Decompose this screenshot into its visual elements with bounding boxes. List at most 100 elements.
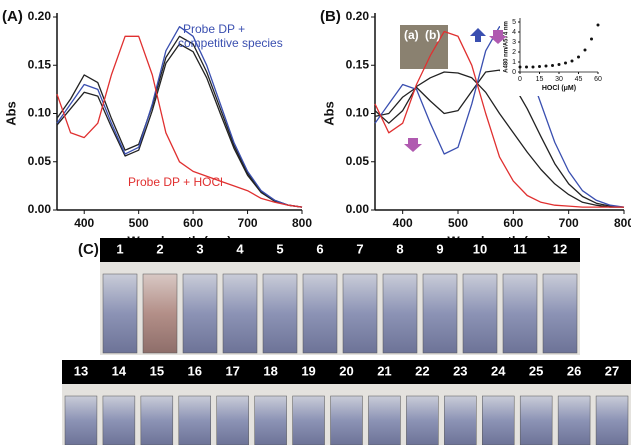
y-tick-label: 0.10 <box>28 106 52 120</box>
vial-number: 22 <box>415 363 429 378</box>
x-tick-label: 700 <box>559 216 579 230</box>
vial <box>292 395 325 445</box>
vial-number: 25 <box>529 363 543 378</box>
vial-number: 16 <box>188 363 202 378</box>
x-tick-label: 45 <box>575 76 583 83</box>
point <box>525 65 528 69</box>
y-tick-label: 0.05 <box>28 154 52 168</box>
vial-number: 11 <box>513 241 527 256</box>
vial-number: 9 <box>436 241 443 256</box>
arrow-down <box>404 138 422 152</box>
vial-number: 2 <box>156 241 163 256</box>
vial <box>462 273 498 354</box>
vial <box>542 273 578 354</box>
panel-label: (C) <box>78 241 99 258</box>
point <box>596 23 600 27</box>
y-tick-label: 0.10 <box>346 106 370 120</box>
annotation: Probe DP + <box>183 22 245 36</box>
vial <box>302 273 338 354</box>
y-tick-label: 4 <box>512 29 516 36</box>
x-tick-label: 60 <box>594 76 602 83</box>
line-series <box>374 30 624 208</box>
point <box>570 59 574 63</box>
vial <box>502 273 538 354</box>
x-tick-label: 15 <box>536 76 544 83</box>
y-tick-label: 0.15 <box>28 57 52 71</box>
x-tick-label: 500 <box>129 216 149 230</box>
y-tick-label: 0.05 <box>346 154 370 168</box>
y-tick-label: 5 <box>512 19 516 26</box>
vial-number: 6 <box>316 241 323 256</box>
inset-bg <box>500 16 608 96</box>
inset-photo <box>400 25 448 69</box>
vial-number: 20 <box>339 363 353 378</box>
vial-number: 5 <box>276 241 283 256</box>
vial <box>142 273 178 354</box>
point <box>531 65 535 69</box>
vial <box>216 395 249 445</box>
vial <box>482 395 515 445</box>
y-tick-label: 0.00 <box>28 202 52 216</box>
vial <box>182 273 218 354</box>
vial <box>406 395 439 445</box>
x-tick-label: 500 <box>448 216 468 230</box>
y-tick-label: 0.00 <box>346 202 370 216</box>
y-axis-label: A480 nm/A574 nm <box>504 21 510 73</box>
vial <box>262 273 298 354</box>
vial <box>102 273 138 354</box>
y-axis-label: Abs <box>3 101 18 126</box>
vial-number: 24 <box>491 363 506 378</box>
vial <box>595 395 629 445</box>
vial-number: 4 <box>236 241 244 256</box>
line-series <box>374 71 624 208</box>
x-tick-label: 600 <box>503 216 523 230</box>
point <box>557 63 561 66</box>
vial <box>368 395 401 445</box>
point <box>590 37 593 41</box>
vial <box>519 395 553 445</box>
point <box>544 64 548 68</box>
photo-body <box>100 262 580 355</box>
point <box>538 65 541 68</box>
vial <box>382 273 418 354</box>
vial-number: 13 <box>74 363 88 378</box>
vial <box>330 395 363 445</box>
arrow-up <box>470 28 486 42</box>
annotation: Probe DP + HOCl <box>128 175 223 189</box>
vial-number: 26 <box>567 363 581 378</box>
x-tick-label: 400 <box>74 216 94 230</box>
vial <box>64 395 98 445</box>
vial-number: 14 <box>112 363 127 378</box>
y-tick-label: 0.20 <box>346 9 370 23</box>
photo-header <box>62 360 631 384</box>
x-tick-label: 700 <box>238 216 258 230</box>
point <box>577 55 580 59</box>
vial <box>222 273 258 354</box>
vial <box>342 273 378 354</box>
vial-number: 15 <box>150 363 164 378</box>
line-series <box>374 26 625 208</box>
vial <box>178 395 211 445</box>
x-tick-label: 800 <box>614 216 631 230</box>
x-tick-label: 600 <box>183 216 203 230</box>
vial <box>444 395 477 445</box>
vial-number: 17 <box>225 363 239 378</box>
line-series <box>56 35 303 208</box>
vial-number: 1 <box>116 241 123 256</box>
line-series <box>56 43 303 208</box>
vial-number: 10 <box>473 241 487 256</box>
line-series <box>56 26 303 208</box>
x-axis-label: HOCl (μM) <box>542 85 576 92</box>
y-tick-label: 1 <box>512 59 516 66</box>
photo-header <box>100 238 580 262</box>
y-tick-label: 0.15 <box>346 57 370 71</box>
x-tick-label: 800 <box>292 216 312 230</box>
y-tick-label: 3 <box>512 39 516 46</box>
point <box>518 65 522 69</box>
vial <box>102 395 136 445</box>
y-tick-label: 0 <box>512 69 516 76</box>
annotation: (a) <box>404 28 419 42</box>
x-tick-label: 0 <box>518 76 522 83</box>
vial-number: 27 <box>605 363 619 378</box>
x-tick-label: 400 <box>393 216 413 230</box>
